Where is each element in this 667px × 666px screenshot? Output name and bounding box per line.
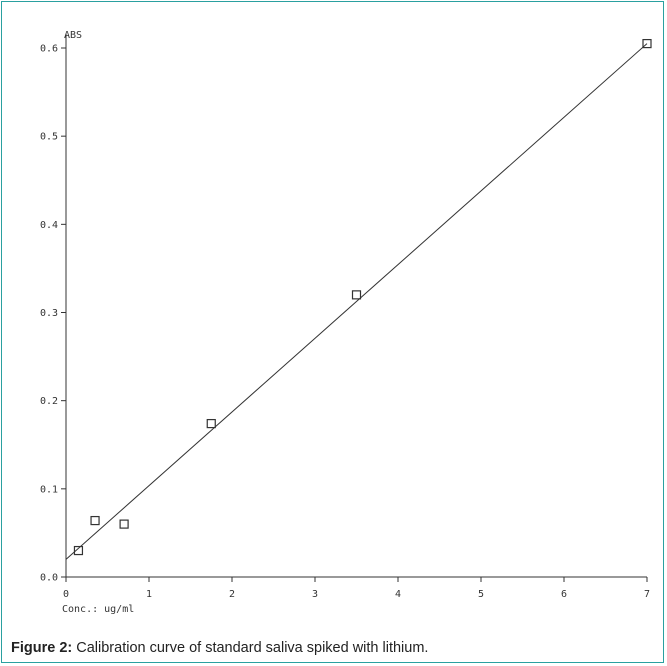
figure-caption: Figure 2: Calibration curve of standard … — [11, 640, 428, 656]
fit-line-group — [65, 43, 648, 560]
x-tick-label: 7 — [644, 589, 650, 600]
y-tick-label: 0.2 — [40, 396, 58, 407]
x-tick-label: 0 — [63, 589, 69, 600]
data-point — [206, 418, 216, 429]
data-points — [73, 38, 652, 556]
y-tick-label: 0.6 — [40, 44, 58, 55]
y-tick-label: 0.0 — [40, 573, 58, 584]
x-tick-label: 6 — [561, 589, 567, 600]
y-tick-label: 0.4 — [40, 220, 58, 231]
y-tick-label: 0.5 — [40, 132, 58, 143]
caption-text: Calibration curve of standard saliva spi… — [72, 640, 429, 656]
chart: 0.0 0.1 0.2 0.3 0.4 0.5 0.6 0 1 2 3 4 5 6 7 ABS Conc.:… — [40, 30, 652, 615]
x-tick-label: 1 — [146, 589, 152, 600]
y-tick-label: 0.3 — [40, 308, 58, 319]
x-tick-label: 4 — [395, 589, 401, 600]
fit-line — [65, 43, 648, 560]
data-point — [90, 515, 100, 526]
caption-label: Figure 2: — [11, 640, 73, 656]
x-axis-label: Conc.: ug/ml — [62, 604, 134, 615]
x-tick-label: 3 — [312, 589, 318, 600]
data-point — [119, 519, 129, 529]
x-tick-label: 2 — [229, 589, 235, 600]
x-tick-label: 5 — [478, 589, 484, 600]
data-point — [642, 38, 652, 49]
y-axis-label: ABS — [64, 30, 82, 41]
data-point — [351, 290, 362, 300]
data-point — [73, 545, 84, 556]
y-tick-label: 0.1 — [40, 484, 58, 495]
axes: 0.0 0.1 0.2 0.3 0.4 0.5 0.6 0 1 2 3 4 5 6 7 — [40, 34, 650, 600]
